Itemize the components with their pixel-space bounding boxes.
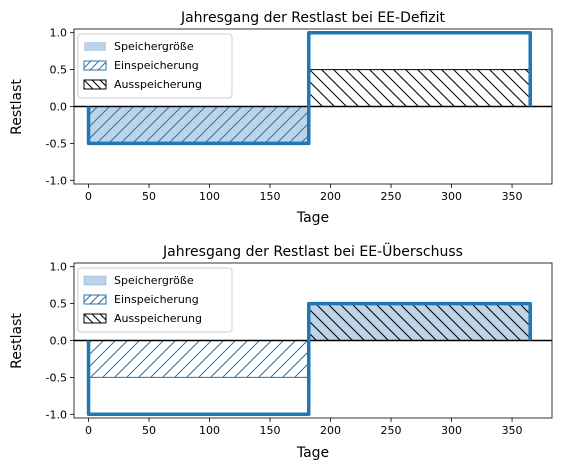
y-tick-label: 1.0 xyxy=(50,27,68,40)
residual-load-line xyxy=(86,301,532,417)
legend: Speichergröße Einspeicherung Ausspeicher… xyxy=(77,267,233,333)
x-tick-label: 0 xyxy=(85,190,92,203)
legend-label-charging: Einspeicherung xyxy=(114,59,199,72)
plot-area xyxy=(74,301,552,417)
x-tick-label: 50 xyxy=(142,424,156,437)
x-axis-label: Tage xyxy=(296,445,329,461)
y-tick-label: -0.5 xyxy=(46,371,67,384)
x-tick-label: 200 xyxy=(320,190,341,203)
x-tick-label: 150 xyxy=(260,424,281,437)
legend: Speichergröße Einspeicherung Ausspeicher… xyxy=(77,33,233,99)
x-tick-label: 150 xyxy=(260,190,281,203)
y-tick-label: -1.0 xyxy=(46,408,67,421)
residual-load-line xyxy=(86,30,532,146)
y-axis-label: Restlast xyxy=(9,79,25,135)
area-series-1 xyxy=(88,106,310,144)
legend-swatch-storage xyxy=(84,42,106,51)
y-tick-label: 0.5 xyxy=(50,64,68,77)
y-tick-label: 0.0 xyxy=(50,335,68,348)
area-series-2 xyxy=(308,69,531,107)
area-series-2 xyxy=(308,303,531,341)
legend-swatch-charging xyxy=(83,60,107,71)
x-tick-label: 250 xyxy=(381,424,402,437)
y-tick-label: -0.5 xyxy=(46,137,67,150)
x-tick-label: 350 xyxy=(502,190,523,203)
x-tick-label: 250 xyxy=(381,190,402,203)
legend-label-storage: Speichergröße xyxy=(114,274,194,287)
y-tick-label: 0.5 xyxy=(50,298,68,311)
chart-title: Jahresgang der Restlast bei EE-Überschus… xyxy=(162,242,463,260)
chart-title: Jahresgang der Restlast bei EE-Defizit xyxy=(180,10,446,26)
legend-swatch-charging xyxy=(83,294,107,305)
y-tick-label: 0.0 xyxy=(50,101,68,114)
legend-swatch-discharging xyxy=(83,313,107,324)
x-tick-label: 50 xyxy=(142,190,156,203)
plot-area xyxy=(74,30,552,146)
x-tick-label: 100 xyxy=(199,190,220,203)
x-tick-label: 0 xyxy=(85,424,92,437)
legend-label-discharging: Ausspeicherung xyxy=(114,312,202,325)
legend-swatch-storage xyxy=(83,275,107,286)
x-tick-label: 300 xyxy=(441,424,462,437)
x-tick-label: 200 xyxy=(320,424,341,437)
y-tick-label: 1.0 xyxy=(50,261,68,274)
x-tick-label: 350 xyxy=(502,424,523,437)
x-axis-label: Tage xyxy=(296,210,329,226)
x-tick-label: 300 xyxy=(441,190,462,203)
y-axis-label: Restlast xyxy=(9,313,25,369)
legend-label-discharging: Ausspeicherung xyxy=(114,78,202,91)
legend-label-storage: Speichergröße xyxy=(114,40,194,53)
legend-frame xyxy=(77,267,233,333)
subplot-deficit: Jahresgang der Restlast bei EE-Defizit T… xyxy=(9,10,553,226)
legend-label-charging: Einspeicherung xyxy=(114,293,199,306)
legend-swatch-discharging xyxy=(83,79,107,90)
x-tick-label: 100 xyxy=(199,424,220,437)
legend-frame xyxy=(77,33,233,99)
y-tick-label: -1.0 xyxy=(46,174,67,187)
area-series-1 xyxy=(88,340,310,378)
